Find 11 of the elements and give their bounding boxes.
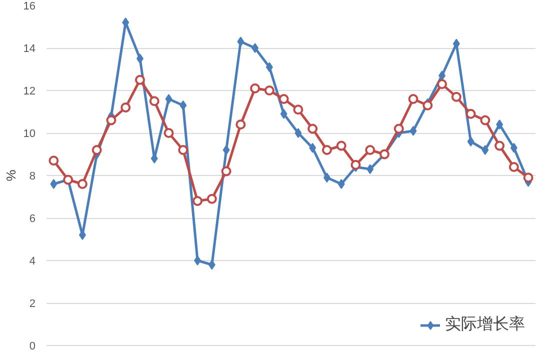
y-tick-label: 14 (23, 43, 36, 55)
y-tick-label: 12 (23, 86, 36, 98)
legend-label: 实际增长率 (445, 314, 525, 335)
y-tick-label: 8 (29, 170, 36, 182)
y-tick-label: 0 (29, 340, 36, 351)
y-tick-label: 16 (23, 0, 36, 12)
y-tick-label: 4 (29, 256, 36, 268)
y-tick-label: 10 (23, 128, 36, 140)
y-axis-title: % (3, 169, 18, 182)
y-tick-label: 6 (29, 213, 36, 225)
y-tick-label: 2 (29, 298, 36, 310)
